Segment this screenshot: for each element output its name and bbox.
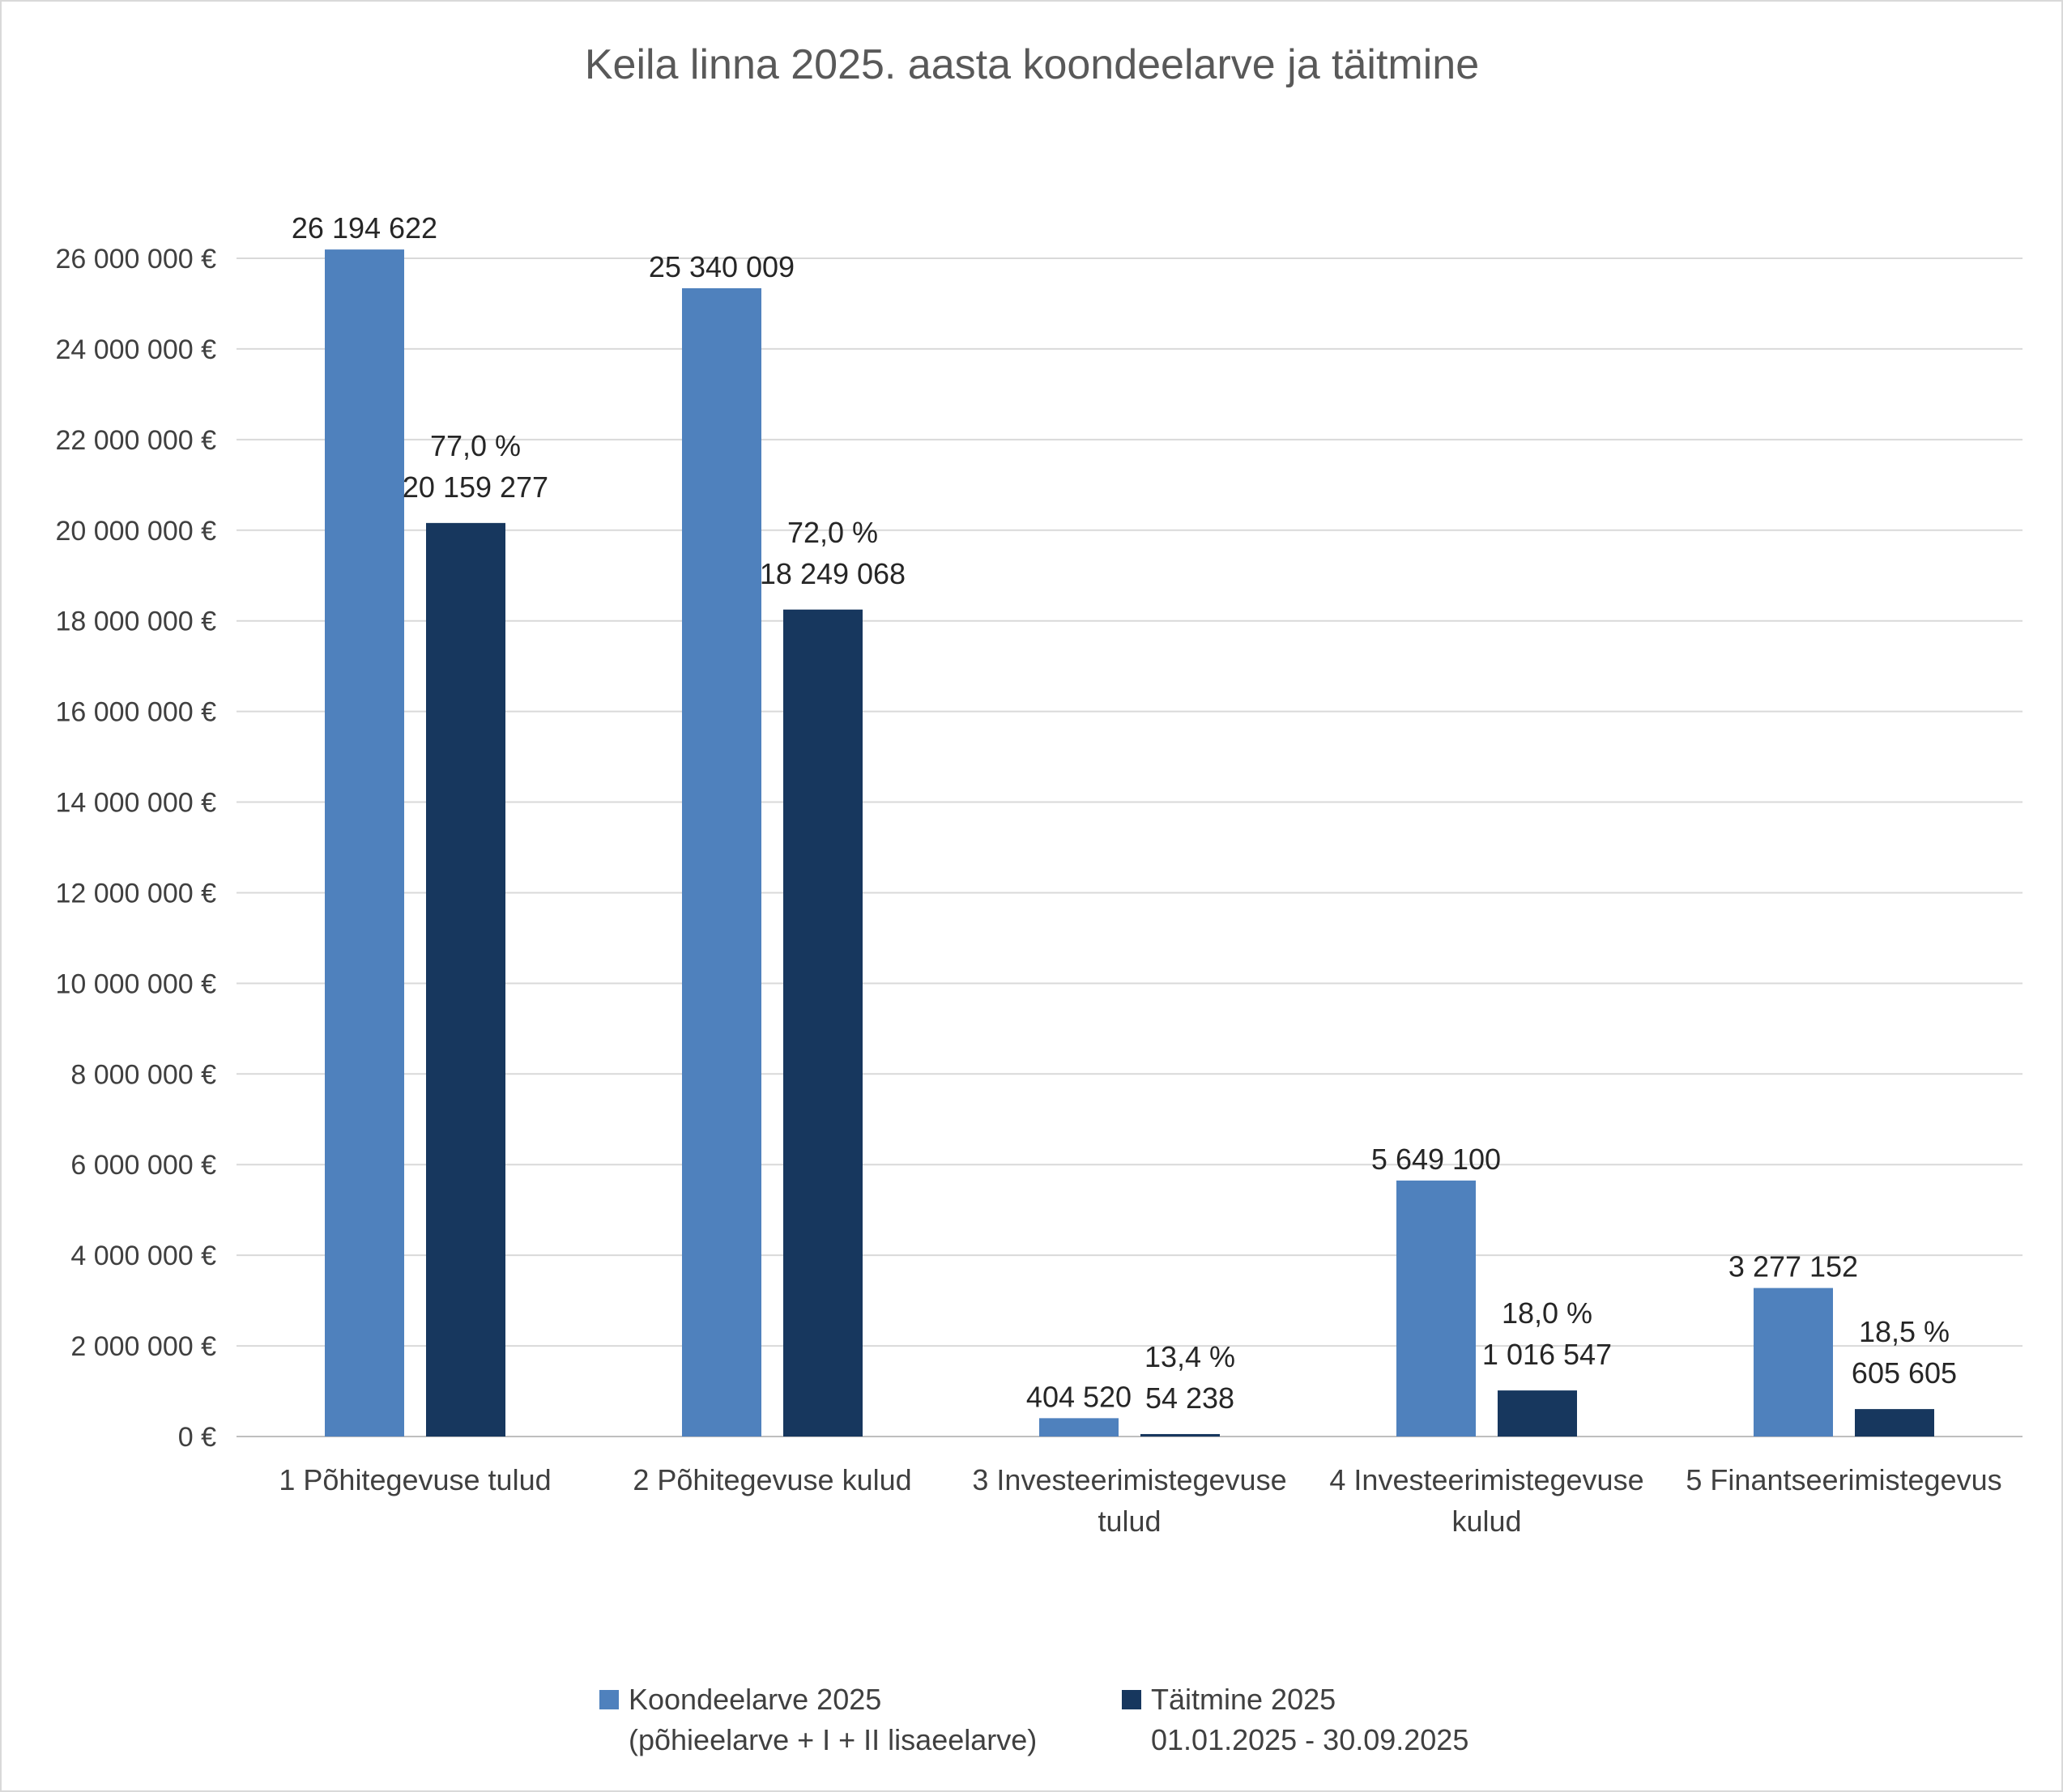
y-axis-tick-labels: 0 € 2 000 000 € 4 000 000 € 6 000 000 € 8 00… [55,244,216,1453]
data-labels: 26 194 622 20 159 277 77,0 % 25 340 009 18 2… [292,211,1957,1415]
data-label-execution: 54 238 [1145,1381,1234,1415]
legend-label: 01.01.2025 - 30.09.2025 [1151,1723,1468,1756]
bar-budget [1754,1288,1833,1437]
x-tick-label: 4 Investeerimistegevuse [1329,1463,1643,1496]
bars [325,249,1934,1437]
data-label-budget: 3 277 152 [1728,1250,1858,1283]
legend-swatch-execution [1122,1690,1141,1709]
y-tick-label: 24 000 000 € [55,334,216,365]
data-label-execution: 605 605 [1852,1356,1957,1390]
y-tick-label: 8 000 000 € [70,1059,216,1090]
legend-label: Täitmine 2025 [1151,1683,1336,1716]
legend-swatch-budget [599,1690,619,1709]
bar-execution [1140,1433,1220,1437]
x-tick-label: 5 Finantseerimistegevus [1686,1463,2001,1496]
bar-budget [682,287,761,1437]
x-tick-label: 3 Investeerimistegevuse [972,1463,1286,1496]
data-label-budget: 5 649 100 [1371,1143,1501,1176]
data-label-execution: 1 016 547 [1482,1338,1612,1371]
data-label-percent: 77,0 % [430,429,521,462]
x-axis-tick-labels: 1 Põhitegevuse tulud 2 Põhitegevuse kulud… [279,1463,2001,1538]
data-label-budget: 404 520 [1026,1380,1132,1413]
legend: Koondeelarve 2025 (põhieelarve + I + II l… [599,1683,1468,1756]
data-label-execution: 20 159 277 [403,470,548,504]
x-tick-label: 2 Põhitegevuse kulud [633,1463,911,1496]
data-label-budget: 25 340 009 [649,250,795,283]
y-tick-label: 22 000 000 € [55,425,216,456]
y-tick-label: 4 000 000 € [70,1241,216,1271]
data-label-percent: 18,0 % [1502,1296,1592,1330]
y-tick-label: 12 000 000 € [55,878,216,909]
y-tick-label: 20 000 000 € [55,516,216,547]
bar-execution [426,522,505,1437]
legend-label: Koondeelarve 2025 [629,1683,881,1716]
data-label-percent: 72,0 % [787,516,878,549]
data-label-percent: 18,5 % [1859,1315,1950,1348]
x-tick-label: tulud [1098,1505,1161,1538]
y-tick-label: 2 000 000 € [70,1331,216,1362]
y-tick-label: 10 000 000 € [55,968,216,999]
y-tick-label: 6 000 000 € [70,1150,216,1181]
y-tick-label: 0 € [178,1422,216,1453]
bar-execution [1855,1409,1934,1437]
data-label-budget: 26 194 622 [292,211,437,245]
y-tick-label: 16 000 000 € [55,697,216,728]
chart-title: Keila linna 2025. aasta koondeelarve ja … [585,41,1479,88]
bar-budget [1396,1180,1476,1437]
bar-execution [1498,1390,1577,1437]
bar-execution [783,609,863,1437]
bar-budget [1039,1418,1119,1437]
x-tick-label: kulud [1451,1505,1521,1538]
y-tick-label: 18 000 000 € [55,607,216,637]
legend-label: (põhieelarve + I + II lisaeelarve) [629,1723,1037,1756]
data-label-percent: 13,4 % [1144,1340,1235,1373]
y-tick-label: 26 000 000 € [55,244,216,275]
x-tick-label: 1 Põhitegevuse tulud [279,1463,551,1496]
data-label-execution: 18 249 068 [760,557,906,590]
y-tick-label: 14 000 000 € [55,788,216,819]
bar-budget [325,249,404,1437]
gridlines [237,258,2023,1437]
